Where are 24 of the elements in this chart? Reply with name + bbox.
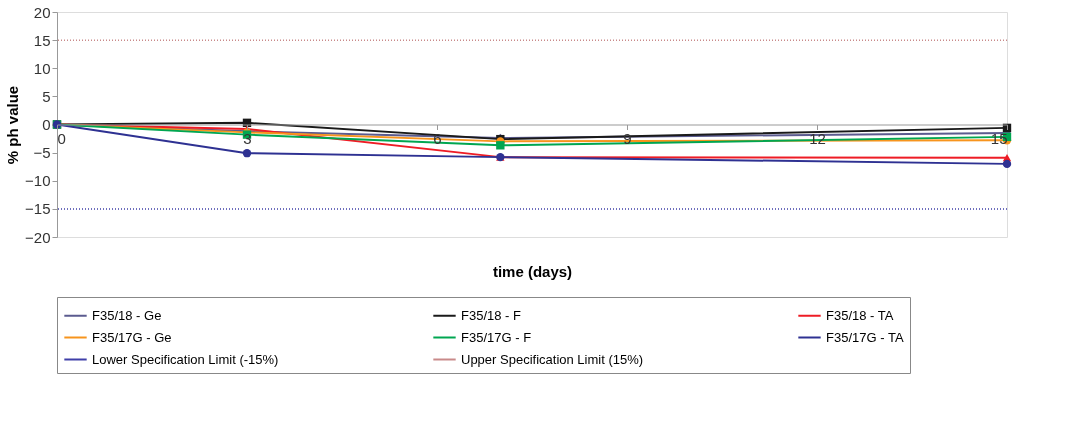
y-tick-label: −10 [25, 172, 51, 190]
y-tick-label: −5 [33, 144, 51, 162]
y-tick-label: 5 [42, 87, 51, 105]
legend-label: F35/17G - F [461, 329, 532, 345]
y-tick-label: 20 [33, 3, 51, 21]
legend-label: F35/17G - Ge [92, 329, 172, 345]
y-tick-label: −15 [25, 200, 51, 218]
y-tick-label: 15 [33, 31, 51, 49]
y-tick-label: 0 [42, 116, 51, 133]
y-axis-title: % ph value [4, 85, 22, 165]
legend-label: F35/18 - TA [826, 307, 894, 323]
y-tick-label: 10 [33, 59, 51, 77]
x-tick-label: 15 [990, 130, 1008, 147]
x-axis-title: time (days) [492, 262, 573, 280]
x-tick-label: 6 [433, 130, 442, 147]
legend-label: F35/18 - Ge [92, 307, 162, 323]
x-tick-label: 0 [57, 130, 66, 147]
legend-label: Lower Specification Limit (-15%) [92, 351, 279, 367]
legend-label: F35/17G - TA [826, 329, 904, 345]
x-tick-label: 3 [243, 130, 252, 147]
legend-label: F35/18 - F [461, 307, 522, 323]
x-tick-label: 9 [623, 130, 632, 147]
y-tick-label: −20 [25, 228, 51, 246]
legend-label: Upper Specification Limit (15%) [461, 351, 644, 367]
